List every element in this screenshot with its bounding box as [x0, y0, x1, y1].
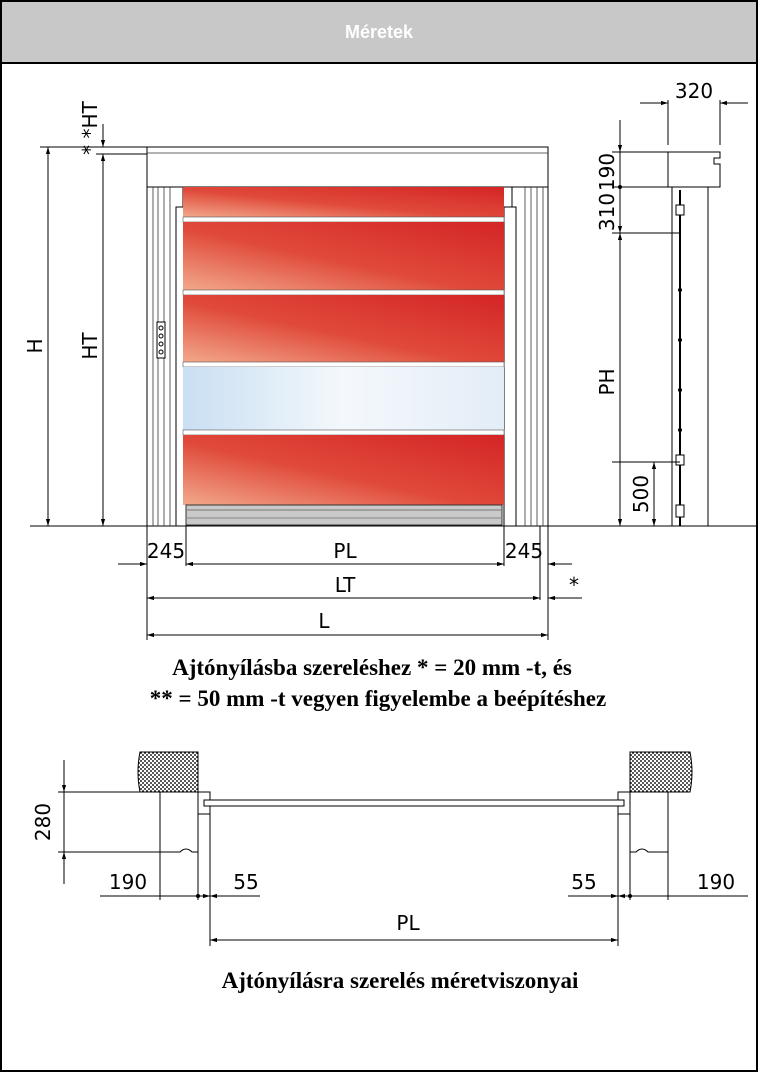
label-left-190: 190	[109, 870, 147, 894]
label-right-190: 190	[697, 870, 735, 894]
caption-top-line1: Ajtónyílásba szereléshez * = 20 mm -t, é…	[172, 655, 572, 680]
left-wall	[137, 751, 199, 793]
front-view: H HT * *HT 245 PL 245 LT * L	[23, 100, 758, 640]
caption-top-line2: ** = 50 mm -t vegyen figyelembe a beépít…	[150, 686, 606, 711]
label-PL-plan: PL	[396, 911, 420, 935]
header-title: Méretek	[344, 21, 414, 42]
curtain-plan	[203, 799, 625, 807]
label-left-245: 245	[147, 539, 185, 563]
control-panel-icon	[156, 321, 166, 359]
label-PH: PH	[595, 368, 619, 395]
label-LT: LT	[335, 573, 356, 597]
label-star: *	[569, 573, 579, 597]
left-guide-rail	[146, 186, 189, 527]
curtain-panel	[183, 222, 504, 290]
label-500: 500	[629, 475, 653, 513]
bottom-bar	[185, 504, 503, 526]
label-HT: HT	[78, 332, 102, 360]
plan-view: 280 190 55 55 190 PL	[31, 751, 748, 946]
label-right-245: 245	[505, 539, 543, 563]
label-L: L	[318, 609, 330, 633]
right-wall	[629, 751, 693, 793]
label-PL-front: PL	[333, 539, 357, 563]
label-left-55: 55	[233, 870, 258, 894]
header-bar: Méretek	[2, 2, 756, 64]
label-320: 320	[675, 79, 713, 103]
left-frame	[159, 791, 199, 853]
caption-bottom: Ajtónyílásra szerelés méretviszonyai	[222, 968, 579, 993]
side-view: 320 190 310 PH 500	[595, 79, 748, 526]
label-right-55: 55	[571, 870, 596, 894]
label-280: 280	[31, 803, 55, 841]
label-190-side: 190	[595, 153, 619, 191]
curtain-panel	[183, 435, 504, 505]
door-curtain	[182, 187, 505, 526]
curtain-panel	[183, 187, 504, 217]
label-double-star-HT: * *HT	[78, 100, 102, 154]
label-310: 310	[595, 193, 619, 231]
window-panel	[183, 367, 504, 430]
right-guide-rail	[503, 186, 549, 527]
curtain-panel	[183, 295, 504, 362]
top-housing	[146, 146, 549, 188]
right-frame	[629, 791, 669, 853]
label-H: H	[23, 338, 47, 353]
